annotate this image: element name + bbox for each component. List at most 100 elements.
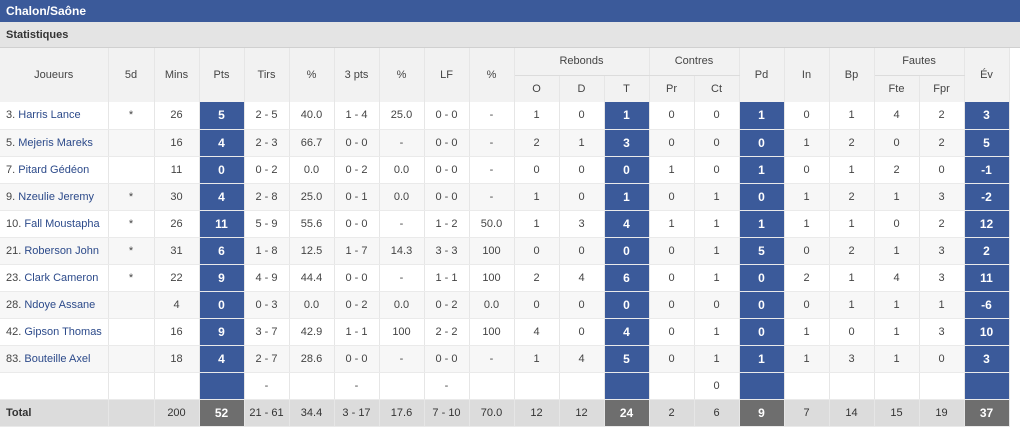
total-threes-cell: 3 - 17	[334, 399, 380, 427]
player-name-link[interactable]: Roberson John	[24, 244, 99, 257]
total-in-cell: 7	[784, 399, 830, 427]
pd-cell: 1	[739, 210, 785, 238]
reb-o-cell: 2	[514, 264, 560, 292]
lf-pct-cell: 50.0	[469, 210, 515, 238]
tirs-cell: 1 - 8	[244, 237, 290, 265]
threes-cell: 0 - 1	[334, 183, 380, 211]
team-mins-cell	[154, 372, 200, 400]
player-number: 5.	[6, 136, 16, 149]
reb-o-cell: 0	[514, 291, 560, 319]
player-name-link[interactable]: Harris Lance	[18, 109, 81, 122]
total-fpr-cell: 19	[919, 399, 965, 427]
col-players: Joueurs	[0, 48, 109, 102]
lf-pct-cell: -	[469, 345, 515, 373]
five-cell: *	[108, 237, 155, 265]
mins-cell: 31	[154, 237, 200, 265]
col-reb-o: O	[514, 75, 560, 102]
lf-cell: 1 - 2	[424, 210, 470, 238]
five-cell	[108, 291, 155, 319]
col-in: In	[784, 48, 830, 102]
player-number: 42.	[6, 325, 22, 338]
player-number: 28.	[6, 298, 22, 311]
team-five-cell	[108, 372, 155, 400]
total-reb-t-cell: 24	[604, 399, 650, 427]
col-five: 5d	[108, 48, 155, 102]
col-pct1: %	[289, 48, 335, 102]
pd-cell: 0	[739, 129, 785, 157]
tirs-cell: 2 - 3	[244, 129, 290, 157]
ctr-ct-cell: 0	[694, 129, 740, 157]
reb-o-cell: 4	[514, 318, 560, 346]
table-row: 9. Nzeulie Jeremy * 30 4 2 - 8 25.0 0 - 1 0.0 0 …	[0, 183, 1020, 211]
fpr-cell: 3	[919, 237, 965, 265]
total-five-cell	[108, 399, 155, 427]
ctr-ct-cell: 1	[694, 210, 740, 238]
team-reb-d-cell	[559, 372, 605, 400]
fte-cell: 0	[874, 210, 920, 238]
threes-pct-cell: 0.0	[379, 291, 425, 319]
threes-pct-cell: 14.3	[379, 237, 425, 265]
ctr-pr-cell: 0	[649, 102, 695, 130]
reb-d-cell: 1	[559, 129, 605, 157]
lf-cell: 1 - 1	[424, 264, 470, 292]
pts-cell: 0	[199, 291, 245, 319]
player-name-link[interactable]: Clark Cameron	[24, 271, 99, 284]
player-cell: 28. Ndoye Assane	[0, 291, 109, 319]
threes-pct-cell: 0.0	[379, 156, 425, 184]
five-cell: *	[108, 210, 155, 238]
table-row: 83. Bouteille Axel 18 4 2 - 7 28.6 0 - 0-0 - …	[0, 345, 1020, 373]
tirs-pct-cell: 28.6	[289, 345, 335, 373]
threes-pct-cell: 0.0	[379, 183, 425, 211]
player-name-link[interactable]: Bouteille Axel	[24, 352, 91, 365]
player-name-link[interactable]: Ndoye Assane	[24, 298, 96, 311]
lf-cell: 0 - 0	[424, 345, 470, 373]
player-cell: 42. Gipson Thomas	[0, 318, 109, 346]
lf-pct-cell: 100	[469, 237, 515, 265]
pts-cell: 0	[199, 156, 245, 184]
in-cell: 2	[784, 264, 830, 292]
table-row: 5. Mejeris Mareks 16 4 2 - 3 66.7 0 - 0-0 - 0…	[0, 129, 1020, 157]
bp-cell: 1	[829, 210, 875, 238]
threes-pct-cell: -	[379, 345, 425, 373]
player-name-link[interactable]: Nzeulie Jeremy	[18, 190, 95, 203]
team-pts-cell	[199, 372, 245, 400]
fte-cell: 1	[874, 183, 920, 211]
ctr-ct-cell: 1	[694, 183, 740, 211]
fte-cell: 2	[874, 156, 920, 184]
team-fpr-cell	[919, 372, 965, 400]
fte-cell: 1	[874, 345, 920, 373]
pd-cell: 0	[739, 291, 785, 319]
player-name-link[interactable]: Fall Moustapha	[24, 217, 100, 230]
player-name-link[interactable]: Mejeris Mareks	[18, 136, 93, 149]
table-row: 23. Clark Cameron * 22 9 4 - 9 44.4 0 - 0-1 - …	[0, 264, 1020, 292]
ctr-ct-cell: 0	[694, 291, 740, 319]
tirs-cell: 2 - 7	[244, 345, 290, 373]
five-cell: *	[108, 183, 155, 211]
player-name-link[interactable]: Pitard Gédéon	[18, 163, 90, 176]
threes-cell: 1 - 7	[334, 237, 380, 265]
total-pts-cell: 52	[199, 399, 245, 427]
team-tirs-pct-cell	[289, 372, 335, 400]
in-cell: 0	[784, 291, 830, 319]
threes-cell: 0 - 2	[334, 156, 380, 184]
ev-cell: 3	[964, 345, 1010, 373]
in-cell: 1	[784, 129, 830, 157]
player-number: 83.	[6, 352, 22, 365]
col-group-rebonds: Rebonds	[514, 48, 650, 76]
ctr-pr-cell: 0	[649, 129, 695, 157]
ctr-ct-cell: 0	[694, 156, 740, 184]
ctr-ct-cell: 1	[694, 237, 740, 265]
team-player-cell	[0, 372, 109, 400]
col-pd: Pd	[739, 48, 785, 102]
player-name-link[interactable]: Gipson Thomas	[24, 325, 102, 338]
player-number: 3.	[6, 109, 16, 122]
reb-d-cell: 3	[559, 210, 605, 238]
table-row: 21. Roberson John * 31 6 1 - 8 12.5 1 - 7 14.3 3…	[0, 237, 1020, 265]
col-ctr-ct: Ct	[694, 75, 740, 102]
ctr-ct-cell: 1	[694, 345, 740, 373]
pts-cell: 4	[199, 129, 245, 157]
five-cell	[108, 156, 155, 184]
reb-d-cell: 0	[559, 318, 605, 346]
total-threes-pct-cell: 17.6	[379, 399, 425, 427]
tirs-pct-cell: 0.0	[289, 156, 335, 184]
